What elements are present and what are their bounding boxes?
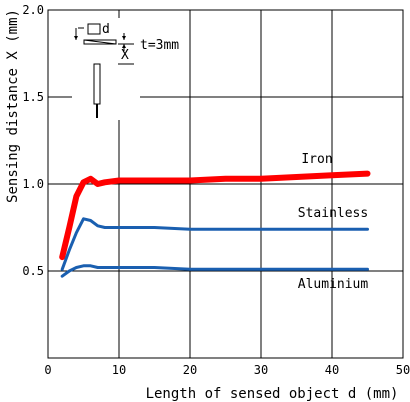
t-arrow-head-bottom	[122, 44, 126, 48]
series-line-aluminium	[60, 264, 369, 278]
d-label: d	[102, 22, 110, 37]
y-tick-label: 2.0	[22, 3, 44, 17]
inset-background	[72, 18, 140, 120]
grid-layer: 0 10 20 30 40 50 0.5 1.0 1.5 2.0	[22, 3, 410, 377]
series-label-stainless: Stainless	[298, 206, 368, 221]
x-tick-label: 20	[183, 363, 197, 377]
x-tick-label: 40	[325, 363, 339, 377]
sensed-object-square	[87, 23, 101, 35]
plate-hatch	[83, 39, 117, 45]
y-tick-label: 1.5	[22, 90, 44, 104]
x-tick-label: 30	[254, 363, 268, 377]
series-layer	[59, 170, 371, 278]
y-tick-label: 0.5	[22, 264, 44, 278]
t-arrow-head-top	[122, 36, 126, 40]
x-distance-label: X	[121, 48, 129, 63]
x-axis-title: Length of sensed object d (mm)	[146, 386, 399, 402]
thickness-label: t=3mm	[140, 38, 179, 53]
series-label-aluminium: Aluminium	[298, 277, 369, 292]
x-tick-label: 10	[112, 363, 126, 377]
sensed-object-plate	[83, 39, 117, 45]
sensor-diagram-inset: d t=3mm X	[72, 18, 179, 120]
series-line-stainless	[60, 217, 369, 271]
y-axis-title: Sensing distance X (mm)	[5, 9, 21, 203]
x-tick-label: 0	[44, 363, 51, 377]
y-tick-label: 1.0	[22, 177, 44, 191]
x-tick-label: 50	[396, 363, 410, 377]
d-arrow-head	[74, 36, 78, 40]
label-layer: Iron Stainless Aluminium	[298, 152, 369, 292]
series-line-iron	[59, 170, 371, 261]
series-label-iron: Iron	[301, 152, 332, 167]
